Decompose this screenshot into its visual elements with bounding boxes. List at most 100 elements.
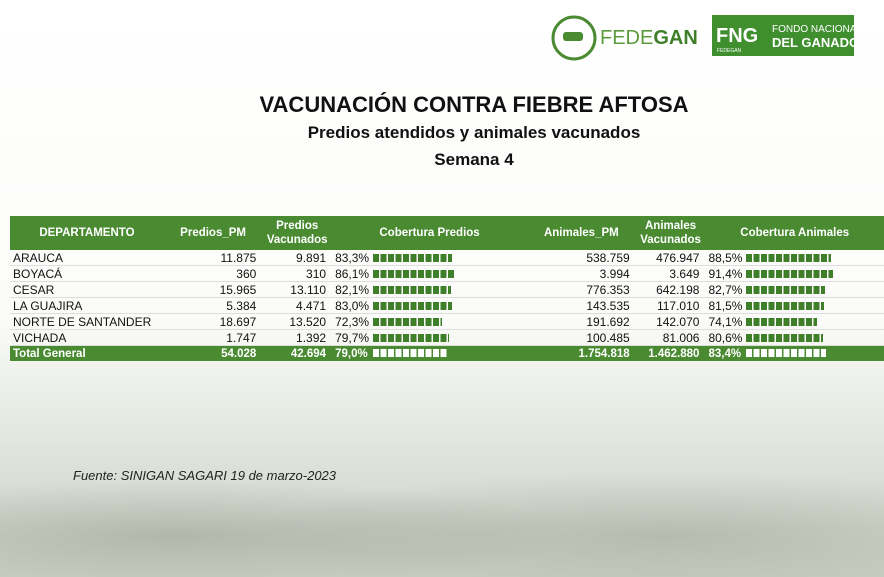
number-cell: 142.070 [636, 314, 706, 330]
number-cell: 54.028 [164, 346, 262, 362]
number-cell: 642.198 [636, 282, 706, 298]
pasture-background [0, 437, 884, 577]
coverage-label: 83,0% [335, 299, 369, 313]
column-header: Cobertura Animales [705, 216, 884, 250]
department: LA GUAJIRA [10, 298, 164, 314]
coverage-bar [373, 270, 455, 278]
coverage-label: 91,4% [708, 267, 742, 281]
department: Total General [10, 346, 164, 362]
title: VACUNACIÓN CONTRA FIEBRE AFTOSA [0, 92, 884, 118]
fng-mark: FNG [716, 25, 758, 47]
coverage-bar [746, 302, 823, 310]
coverage-bar [746, 254, 830, 262]
number-cell: 1.754.818 [527, 346, 636, 362]
coverage-label: 72,3% [335, 315, 369, 329]
coverage-cell: 79,0% [332, 346, 527, 362]
coverage-cell: 79,7% [332, 330, 527, 346]
number-cell: 776.353 [527, 282, 636, 298]
number-cell: 538.759 [527, 250, 636, 266]
coverage-bar [373, 318, 442, 326]
column-header: Predios_PM [164, 216, 262, 250]
department: CESAR [10, 282, 164, 298]
source-note: Fuente: SINIGAN SAGARI 19 de marzo-2023 [73, 468, 336, 483]
fng-line: DEL GANADO [772, 35, 859, 50]
coverage-label: 83,3% [335, 251, 369, 265]
subtitle: Predios atendidos y animales vacunados [0, 123, 884, 143]
coverage-bar [373, 302, 452, 310]
coverage-cell: 80,6% [705, 330, 884, 346]
coverage-bar [373, 254, 452, 262]
number-cell: 3.994 [527, 266, 636, 282]
coverage-label: 79,7% [335, 331, 369, 345]
number-cell: 42.694 [262, 346, 332, 362]
coverage-bar [373, 349, 448, 357]
number-cell: 191.692 [527, 314, 636, 330]
number-cell: 117.010 [636, 298, 706, 314]
department: NORTE DE SANTANDER [10, 314, 164, 330]
number-cell: 1.392 [262, 330, 332, 346]
number-cell: 1.747 [164, 330, 262, 346]
cow-icon [563, 32, 583, 41]
number-cell: 4.471 [262, 298, 332, 314]
department: BOYACÁ [10, 266, 164, 282]
number-cell: 1.462.880 [636, 346, 706, 362]
coverage-cell: 88,5% [705, 250, 884, 266]
coverage-label: 74,1% [708, 315, 742, 329]
coverage-bar [746, 334, 823, 342]
coverage-bar [746, 349, 825, 357]
number-cell: 11.875 [164, 250, 262, 266]
coverage-cell: 91,4% [705, 266, 884, 282]
number-cell: 15.965 [164, 282, 262, 298]
slide: FEDEGAN FNG FEDEGAN FONDO NACIONAL DEL G… [0, 0, 884, 577]
coverage-cell: 82,7% [705, 282, 884, 298]
number-cell: 18.697 [164, 314, 262, 330]
fedegan-logo: FEDEGAN [600, 27, 698, 49]
coverage-label: 86,1% [335, 267, 369, 281]
coverage-bar [746, 270, 833, 278]
coverage-bar [746, 318, 816, 326]
logos: FEDEGAN FNG FEDEGAN FONDO NACIONAL DEL G… [0, 0, 884, 70]
column-header: Animales_PM [527, 216, 636, 250]
number-cell: 360 [164, 266, 262, 282]
coverage-cell: 83,3% [332, 250, 527, 266]
logo-part: FEDE [600, 27, 653, 49]
column-header: Animales Vacunados [636, 216, 706, 250]
number-cell: 13.110 [262, 282, 332, 298]
column-header: Cobertura Predios [332, 216, 527, 250]
coverage-label: 79,0% [335, 348, 369, 360]
coverage-label: 81,5% [708, 299, 742, 313]
coverage-cell: 72,3% [332, 314, 527, 330]
coverage-cell: 74,1% [705, 314, 884, 330]
number-cell: 143.535 [527, 298, 636, 314]
number-cell: 3.649 [636, 266, 706, 282]
coverage-cell: 83,0% [332, 298, 527, 314]
fng-line: FONDO NACIONAL [772, 24, 862, 35]
number-cell: 310 [262, 266, 332, 282]
coverage-cell: 81,5% [705, 298, 884, 314]
coverage-cell: 83,4% [705, 346, 884, 362]
coverage-cell: 82,1% [332, 282, 527, 298]
number-cell: 13.520 [262, 314, 332, 330]
coverage-label: 88,5% [708, 251, 742, 265]
logo-part: GAN [653, 27, 697, 49]
coverage-label: 82,7% [708, 283, 742, 297]
coverage-cell: 86,1% [332, 266, 527, 282]
coverage-label: 83,4% [708, 348, 742, 360]
column-header: DEPARTAMENTO [10, 216, 164, 250]
coverage-bar [746, 286, 825, 294]
coverage-label: 80,6% [708, 331, 742, 345]
coverage-label: 82,1% [335, 283, 369, 297]
column-header: Predios Vacunados [262, 216, 332, 250]
week: Semana 4 [0, 150, 884, 170]
department: VICHADA [10, 330, 164, 346]
number-cell: 476.947 [636, 250, 706, 266]
number-cell: 9.891 [262, 250, 332, 266]
